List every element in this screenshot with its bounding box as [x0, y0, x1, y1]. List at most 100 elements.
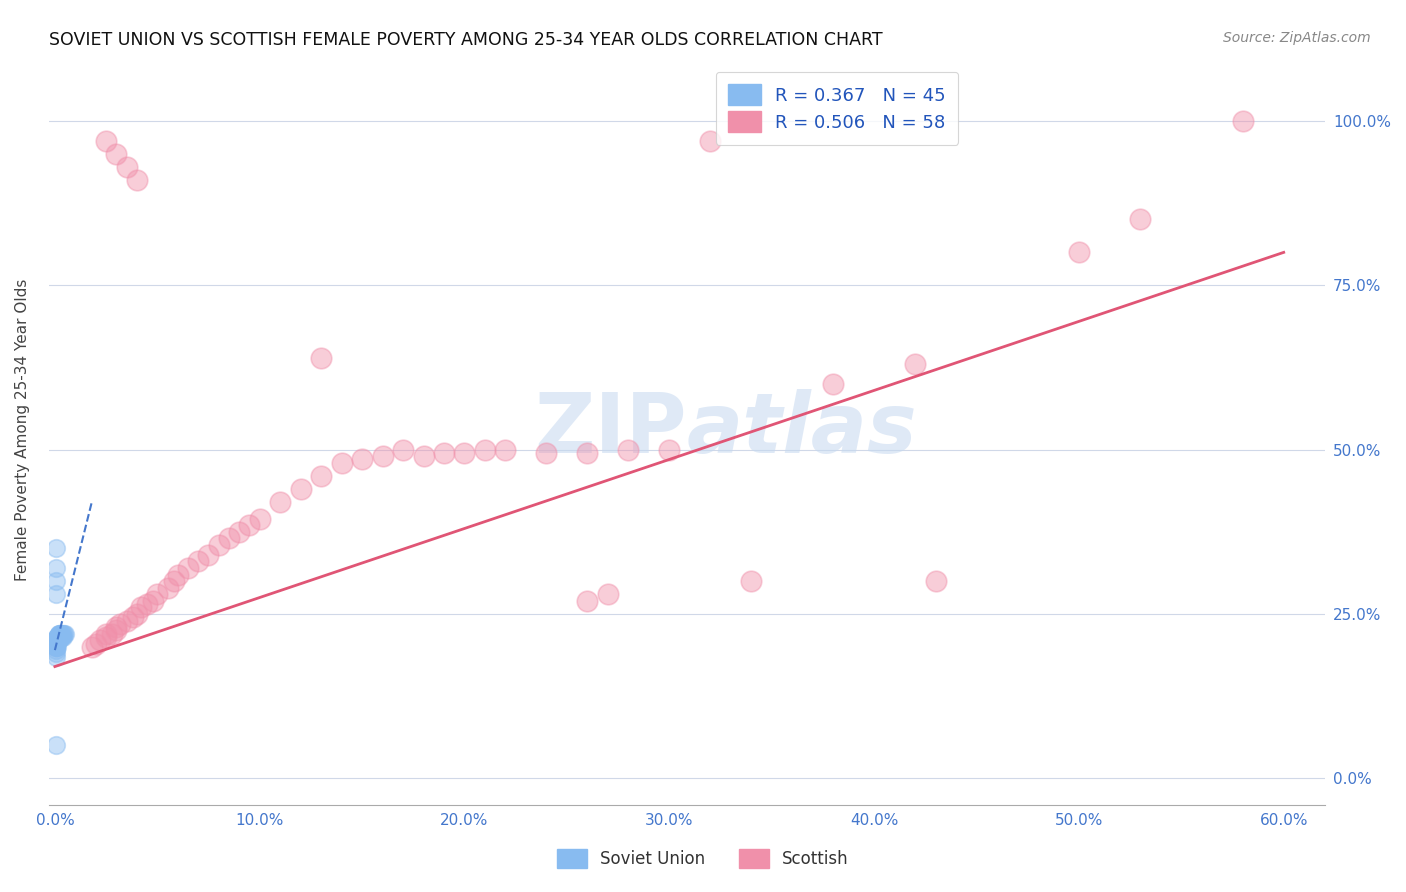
Point	[46, 630, 69, 644]
Point	[45, 633, 67, 648]
Point	[45, 640, 67, 654]
Point	[49, 630, 72, 644]
Point	[48, 630, 70, 644]
Point	[1067, 245, 1090, 260]
Point	[228, 524, 250, 539]
Point	[269, 495, 291, 509]
Point	[52, 626, 75, 640]
Point	[115, 614, 138, 628]
Point	[177, 561, 200, 575]
Point	[89, 633, 111, 648]
Point	[46, 630, 69, 644]
Text: Source: ZipAtlas.com: Source: ZipAtlas.com	[1223, 31, 1371, 45]
Point	[740, 574, 762, 588]
Point	[115, 160, 138, 174]
Point	[371, 449, 394, 463]
Point	[44, 649, 66, 664]
Point	[166, 567, 188, 582]
Point	[48, 633, 70, 648]
Point	[453, 446, 475, 460]
Point	[658, 442, 681, 457]
Point	[576, 446, 599, 460]
Point	[48, 626, 70, 640]
Point	[51, 630, 73, 644]
Point	[125, 607, 148, 621]
Point	[94, 134, 117, 148]
Point	[129, 600, 152, 615]
Point	[94, 630, 117, 644]
Point	[44, 574, 66, 588]
Point	[44, 643, 66, 657]
Point	[208, 538, 231, 552]
Point	[45, 541, 67, 556]
Point	[48, 626, 70, 640]
Point	[49, 630, 72, 644]
Point	[142, 594, 165, 608]
Point	[44, 636, 66, 650]
Point	[44, 647, 66, 661]
Point	[45, 636, 67, 650]
Point	[45, 587, 67, 601]
Point	[45, 633, 67, 648]
Point	[352, 452, 374, 467]
Point	[44, 739, 66, 753]
Point	[46, 633, 69, 648]
Point	[110, 616, 132, 631]
Text: SOVIET UNION VS SCOTTISH FEMALE POVERTY AMONG 25-34 YEAR OLDS CORRELATION CHART: SOVIET UNION VS SCOTTISH FEMALE POVERTY …	[49, 31, 883, 49]
Point	[576, 594, 599, 608]
Text: ZIP: ZIP	[534, 390, 686, 470]
Point	[187, 554, 209, 568]
Point	[49, 626, 72, 640]
Point	[904, 357, 927, 371]
Point	[392, 442, 415, 457]
Point	[309, 351, 332, 365]
Point	[46, 633, 69, 648]
Point	[125, 173, 148, 187]
Legend: R = 0.367   N = 45, R = 0.506   N = 58: R = 0.367 N = 45, R = 0.506 N = 58	[716, 71, 959, 145]
Point	[136, 597, 159, 611]
Point	[163, 574, 186, 588]
Point	[45, 630, 67, 644]
Point	[536, 446, 558, 460]
Point	[156, 581, 179, 595]
Point	[45, 630, 67, 644]
Point	[121, 610, 143, 624]
Point	[45, 640, 67, 654]
Point	[218, 532, 240, 546]
Point	[617, 442, 640, 457]
Point	[309, 469, 332, 483]
Point	[53, 626, 76, 640]
Point	[46, 633, 69, 648]
Point	[49, 626, 72, 640]
Point	[924, 574, 946, 588]
Point	[146, 587, 169, 601]
Point	[197, 548, 219, 562]
Point	[52, 630, 75, 644]
Point	[290, 482, 312, 496]
Point	[699, 134, 721, 148]
Point	[46, 630, 69, 644]
Point	[45, 561, 67, 575]
Legend: Soviet Union, Scottish: Soviet Union, Scottish	[551, 842, 855, 875]
Point	[45, 633, 67, 648]
Point	[1232, 114, 1254, 128]
Point	[94, 626, 117, 640]
Point	[53, 626, 76, 640]
Point	[412, 449, 434, 463]
Text: atlas: atlas	[686, 390, 917, 470]
Point	[84, 636, 107, 650]
Point	[101, 626, 124, 640]
Point	[823, 376, 845, 391]
Y-axis label: Female Poverty Among 25-34 Year Olds: Female Poverty Among 25-34 Year Olds	[15, 278, 30, 581]
Point	[44, 640, 66, 654]
Point	[105, 624, 128, 638]
Point	[105, 620, 128, 634]
Point	[596, 587, 619, 601]
Point	[238, 518, 260, 533]
Point	[48, 626, 70, 640]
Point	[433, 446, 456, 460]
Point	[495, 442, 517, 457]
Point	[80, 640, 103, 654]
Point	[105, 146, 128, 161]
Point	[1129, 212, 1152, 227]
